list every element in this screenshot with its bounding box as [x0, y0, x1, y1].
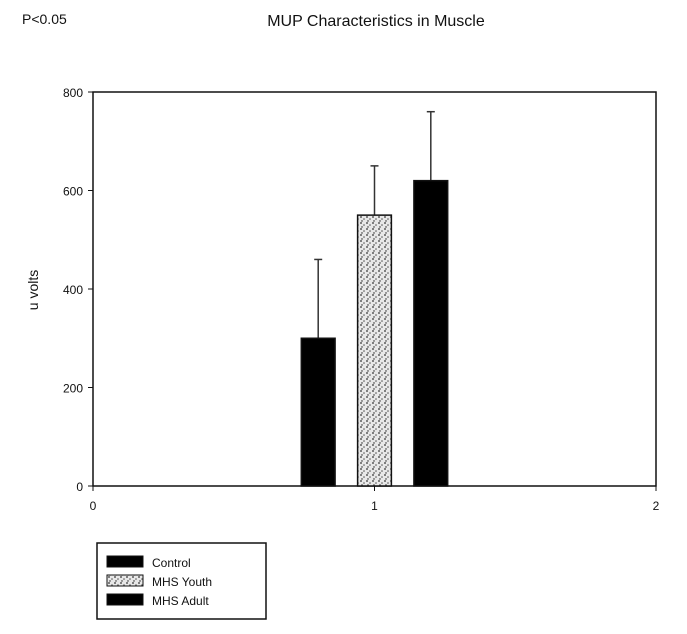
y-axis-label: u volts [25, 270, 41, 310]
x-tick-label: 0 [90, 499, 97, 513]
bar-mhs-adult [413, 179, 449, 487]
legend-label: MHS Youth [152, 575, 212, 589]
y-tick-label: 200 [63, 382, 83, 396]
x-tick-label: 2 [653, 499, 660, 513]
chart-title: MUP Characteristics in Muscle [267, 13, 485, 30]
legend-label: Control [152, 556, 191, 570]
legend: Control MHS Youth MHS Adult [96, 542, 267, 620]
y-tick-label: 0 [76, 480, 83, 494]
legend-swatch [106, 555, 144, 568]
bar-mhs-youth [356, 214, 393, 487]
significance-annotation: P<0.05 [22, 11, 67, 27]
x-tick-label: 1 [371, 499, 378, 513]
y-tick-label: 400 [63, 283, 83, 297]
y-tick-label: 600 [63, 185, 83, 199]
legend-label: MHS Adult [152, 594, 209, 608]
legend-box [96, 542, 267, 620]
y-tick-label: 800 [63, 86, 83, 100]
legend-swatch [106, 574, 144, 587]
legend-swatch [106, 593, 144, 606]
bar-control [300, 337, 336, 487]
